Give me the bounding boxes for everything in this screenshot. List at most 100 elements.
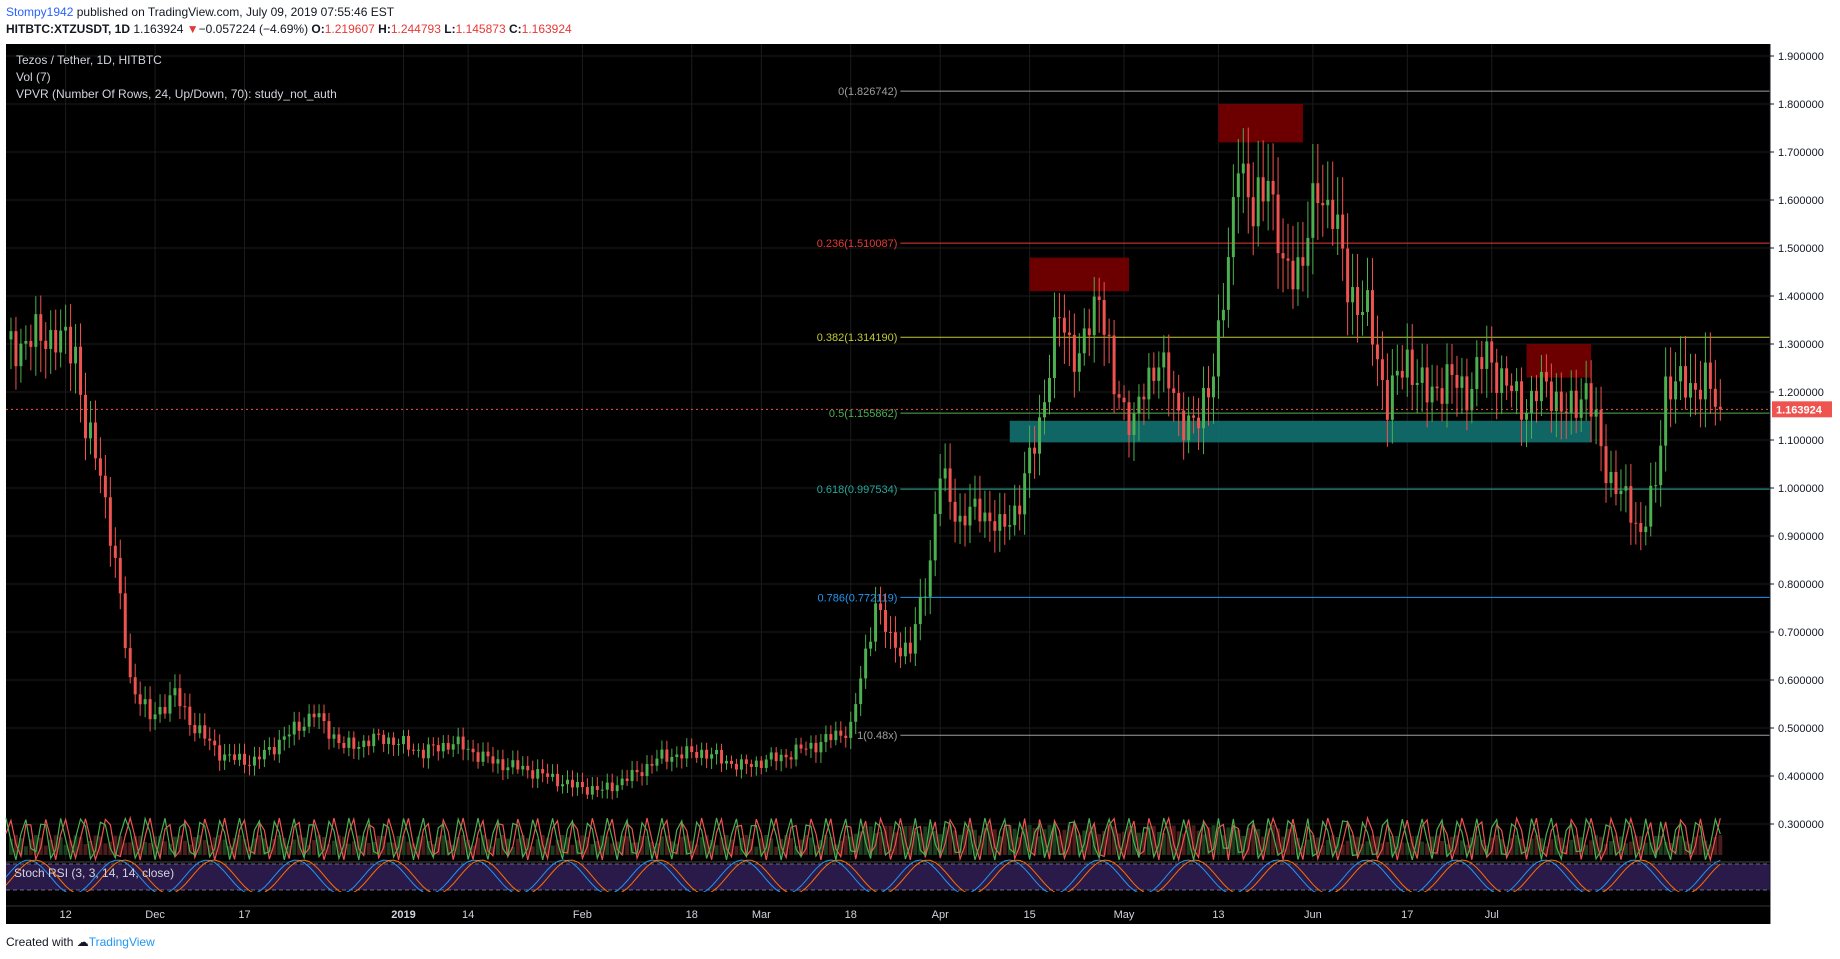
candle-body bbox=[963, 515, 967, 526]
candle-body bbox=[928, 560, 932, 597]
volume-bar bbox=[858, 831, 863, 855]
volume-bar bbox=[1499, 839, 1504, 855]
last-price-label: 1.163924 bbox=[1776, 404, 1823, 416]
volume-bar bbox=[1549, 839, 1554, 855]
stoch-band bbox=[6, 864, 1770, 890]
candle-body bbox=[397, 744, 401, 746]
candle-body bbox=[556, 773, 560, 787]
candle-body bbox=[1221, 309, 1225, 321]
candle-body bbox=[1380, 359, 1384, 380]
volume-bar bbox=[699, 836, 704, 855]
volume-bar bbox=[1112, 826, 1117, 855]
volume-bar bbox=[23, 846, 28, 855]
candle-body bbox=[551, 773, 555, 777]
volume-bar bbox=[1032, 828, 1037, 855]
candle-body bbox=[1510, 385, 1514, 392]
volume-bar bbox=[555, 839, 560, 855]
candle-body bbox=[277, 739, 281, 755]
candle-body bbox=[1286, 258, 1290, 261]
candle-body bbox=[203, 725, 207, 739]
candle-body bbox=[148, 699, 152, 720]
volume-bar bbox=[1122, 831, 1127, 855]
candle-body bbox=[1619, 490, 1623, 495]
candle-body bbox=[898, 647, 902, 657]
candle-body bbox=[1644, 526, 1648, 533]
volume-bar bbox=[1648, 842, 1653, 855]
candle-body bbox=[834, 730, 838, 741]
candle-body bbox=[1117, 394, 1121, 398]
candle-body bbox=[1500, 368, 1504, 393]
time-tick-label: 2019 bbox=[391, 909, 415, 921]
candle-body bbox=[1281, 253, 1285, 259]
legend-vpvr: VPVR (Number Of Rows, 24, Up/Down, 70): … bbox=[16, 87, 337, 101]
candle-body bbox=[1147, 367, 1151, 400]
candle-body bbox=[710, 754, 714, 759]
candle-body bbox=[690, 746, 694, 753]
volume-bar bbox=[227, 845, 232, 855]
candle-body bbox=[874, 603, 878, 642]
volume-bar bbox=[1141, 832, 1146, 855]
author-link[interactable]: Stompy1942 bbox=[6, 5, 74, 19]
candle-body bbox=[1067, 332, 1071, 335]
candle-body bbox=[252, 756, 256, 766]
chart-legend: Tezos / Tether, 1D, HITBTC Vol (7) VPVR … bbox=[16, 52, 337, 103]
time-axis[interactable]: 12 Dec 17 2019 14 Feb 18 Mar 18 Apr 15 May 13 Jun 17 Ju… bbox=[6, 892, 1770, 924]
volume-bar bbox=[43, 845, 48, 855]
volume-bar bbox=[799, 839, 804, 855]
candle-body bbox=[1266, 180, 1270, 202]
volume-bar bbox=[172, 836, 177, 855]
tradingview-link[interactable]: TradingView bbox=[88, 935, 155, 949]
candle-body bbox=[193, 724, 197, 734]
volume-bar bbox=[257, 835, 262, 855]
candle-body bbox=[1048, 377, 1051, 403]
volume-bar bbox=[148, 843, 153, 855]
resistance-zone-apr bbox=[1029, 257, 1129, 292]
candle-body bbox=[1326, 199, 1330, 206]
volume-bar bbox=[709, 840, 714, 855]
publish-text: published on TradingView.com, July 09, 2… bbox=[73, 5, 395, 19]
volume-bar bbox=[1325, 840, 1330, 855]
volume-bar bbox=[1077, 834, 1082, 855]
volume-bar bbox=[838, 840, 843, 855]
volume-bar bbox=[1405, 842, 1410, 855]
volume-bar bbox=[808, 837, 813, 855]
candle-body bbox=[14, 331, 18, 367]
candle-body bbox=[1460, 376, 1464, 388]
candle-body bbox=[1122, 397, 1126, 403]
time-axis-bg bbox=[6, 892, 1770, 924]
volume-bar bbox=[202, 840, 207, 855]
price-axis-bg bbox=[1770, 44, 1834, 924]
candle-body bbox=[243, 753, 247, 765]
candle-body bbox=[1028, 447, 1032, 474]
candle-body bbox=[133, 677, 137, 695]
candle-body bbox=[143, 699, 147, 705]
time-tick-label: 15 bbox=[1023, 909, 1035, 921]
candle-body bbox=[1211, 376, 1215, 398]
candle-body bbox=[238, 753, 242, 760]
candle-body bbox=[1485, 341, 1489, 369]
candle-body bbox=[729, 760, 733, 764]
volume-bar bbox=[1479, 839, 1484, 855]
volume-bar bbox=[1166, 826, 1171, 855]
volume-bar bbox=[1449, 836, 1454, 855]
time-tick-label: Feb bbox=[573, 909, 592, 921]
volume-bar bbox=[635, 842, 640, 855]
volume-bar bbox=[1584, 844, 1589, 855]
volume-bar bbox=[550, 845, 555, 855]
candle-body bbox=[1549, 381, 1553, 411]
volume-bar bbox=[1385, 841, 1390, 855]
price-axis[interactable]: 1.900000 1.800000 1.700000 1.600000 1.500000… bbox=[6, 44, 1834, 924]
price-tick-label: 0.500000 bbox=[1778, 723, 1824, 735]
volume-bar bbox=[620, 835, 625, 855]
candle-body bbox=[1341, 214, 1345, 249]
volume-bar bbox=[1569, 839, 1574, 855]
volume-bar bbox=[888, 825, 893, 855]
volume-bar bbox=[1042, 829, 1047, 855]
time-tick-label: 17 bbox=[1401, 909, 1413, 921]
candle-body bbox=[1525, 412, 1529, 420]
volume-bar bbox=[500, 835, 505, 855]
last-price: 1.163924 bbox=[133, 22, 184, 36]
candle-body bbox=[1137, 396, 1141, 414]
price-tick-label: 0.700000 bbox=[1778, 627, 1824, 639]
